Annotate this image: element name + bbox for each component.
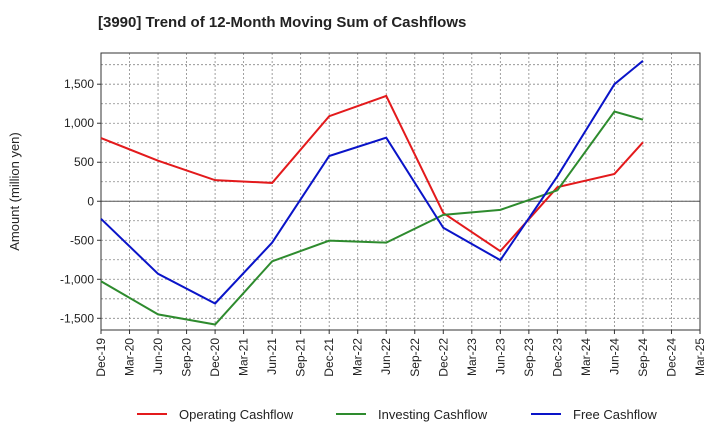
plot-frame [100,52,701,331]
y-tick-label: 0 [87,194,94,208]
legend-label: Investing Cashflow [378,407,488,422]
x-tick-label: Sep-23 [522,338,536,377]
y-tick-label: -1,000 [60,272,94,286]
x-tick-label: Dec-20 [208,338,222,377]
series-line-investing-cashflow [100,110,644,326]
plot-area [101,53,700,330]
y-tick-label: 1,000 [64,116,94,130]
x-tick-label: Sep-21 [294,338,308,377]
x-tick-label: Sep-24 [636,338,650,377]
x-tick-label: Dec-21 [322,338,336,377]
y-tick-label: 1,500 [64,77,94,91]
x-tick-label: Jun-21 [265,338,279,375]
x-tick-label: Jun-24 [607,338,621,375]
legend-label: Free Cashflow [573,407,657,422]
chart-title: [3990] Trend of 12-Month Moving Sum of C… [98,14,467,31]
x-tick-label: Mar-20 [123,338,137,376]
x-tick-label: Mar-23 [465,338,479,376]
x-tick-label: Jun-20 [151,338,165,375]
x-tick-label: Mar-25 [693,338,707,376]
x-tick-label: Dec-19 [94,338,108,377]
x-tick-label: Mar-24 [579,338,593,376]
y-axis-label: Amount (million yen) [7,132,22,251]
legend-label: Operating Cashflow [179,407,294,422]
y-tick-label: -1,500 [60,311,94,325]
x-tick-label: Dec-22 [436,338,450,377]
x-tick-label: Mar-22 [351,338,365,376]
x-tick-label: Dec-24 [664,338,678,377]
y-tick-label: -500 [70,233,94,247]
x-tick-label: Jun-22 [379,338,393,375]
x-tick-label: Sep-20 [180,338,194,377]
series-line-operating-cashflow [100,94,644,253]
x-tick-label: Sep-22 [408,338,422,377]
x-tick-label: Jun-23 [493,338,507,375]
x-tick-label: Dec-23 [550,338,564,377]
x-tick-label: Mar-21 [237,338,251,376]
series-line-free-cashflow [100,60,644,305]
y-tick-label: 500 [74,155,94,169]
